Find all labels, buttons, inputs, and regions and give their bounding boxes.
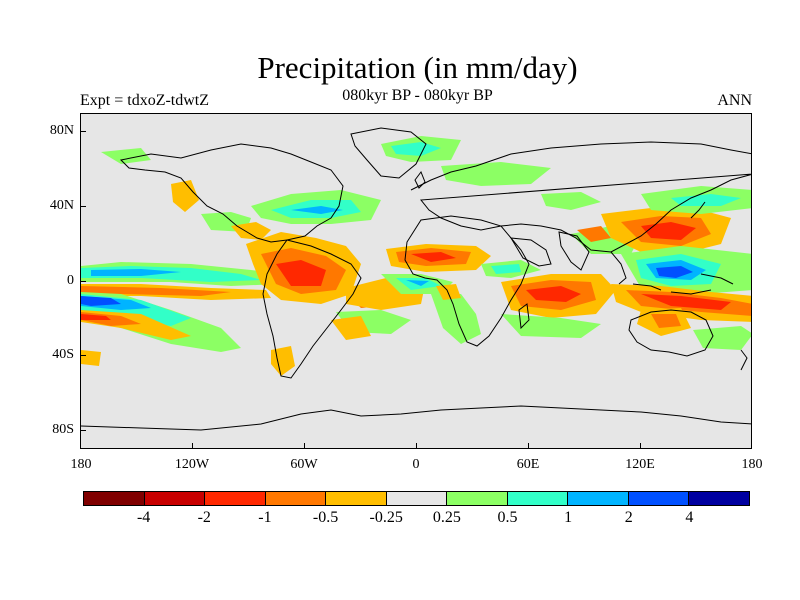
colorbar-cell-4 — [326, 492, 387, 505]
x-tick-mark-0 — [416, 443, 417, 449]
colorbar-cell-3 — [265, 492, 327, 505]
negative-s-africa — [436, 284, 461, 300]
negative-americas-c — [276, 260, 326, 286]
colorbar-cell-0 — [84, 492, 145, 505]
positive-greenland-b — [391, 142, 441, 156]
positive-alaska — [101, 148, 151, 164]
colorbar-cell-1 — [144, 492, 206, 505]
experiment-label: Expt = tdxoZ-tdwtZ — [80, 92, 210, 109]
negative-indonesia-c — [641, 294, 731, 310]
positive-band-pacific-south-d — [81, 296, 121, 306]
x-tick-120e: 120E — [625, 457, 655, 472]
colorbar-label: -2 — [197, 509, 211, 526]
positive-band-pacific-c — [91, 269, 181, 276]
x-tick-180e: 180 — [741, 457, 763, 472]
colorbar-label: 0.25 — [432, 509, 461, 526]
x-tick-120w: 120W — [174, 457, 210, 472]
x-tick-0: 0 — [412, 457, 420, 472]
y-tick-mark-80s — [80, 430, 86, 431]
negative-band-pacific-south-c — [81, 314, 111, 320]
colorbar-cell-9 — [628, 492, 690, 505]
colorbar-label: 0.5 — [497, 509, 518, 526]
negative-us — [231, 222, 271, 240]
colorbar-label: -1 — [258, 509, 272, 526]
y-tick-mark-40n — [80, 206, 86, 207]
negative-india — [577, 226, 611, 242]
x-tick-mark-120w — [192, 443, 193, 449]
y-tick-40n: 40N — [49, 198, 74, 213]
colorbar-label: -0.5 — [312, 509, 339, 526]
y-tick-80n: 80N — [49, 123, 74, 138]
x-tick-180w: 180 — [70, 457, 92, 472]
map-panel — [80, 113, 752, 449]
y-tick-mark-0 — [80, 281, 86, 282]
positive-indian-w-b — [491, 264, 521, 274]
colorbar-cell-8 — [568, 492, 629, 505]
negative-s-pacific — [331, 316, 371, 340]
y-tick-mark-40s — [80, 355, 86, 356]
positive-s-africa — [431, 294, 481, 344]
y-tick-40s: 40S — [52, 347, 74, 362]
x-tick-mark-120e — [640, 443, 641, 449]
x-tick-60e: 60E — [516, 457, 540, 472]
x-tick-mark-60e — [528, 443, 529, 449]
positive-guinea-c — [406, 280, 429, 286]
plot-subtitle: 080kyr BP - 080kyr BP — [342, 87, 493, 104]
colorbar-label: 2 — [624, 509, 633, 526]
coastlines — [81, 127, 751, 431]
colorbar-cell-7 — [507, 492, 569, 505]
colorbar — [83, 491, 750, 506]
colorbar-label: 4 — [685, 509, 694, 526]
positive-australia-east — [693, 326, 751, 350]
positive-siberia — [541, 192, 601, 210]
plot-title: Precipitation (in mm/day) — [257, 50, 578, 85]
colorbar-cell-5 — [386, 492, 448, 505]
negative-nw-america — [171, 180, 199, 212]
colorbar-label: 1 — [564, 509, 573, 526]
colorbar-cell-6 — [447, 492, 508, 505]
positive-n-pacific-b — [671, 194, 741, 206]
colorbar-cell-2 — [205, 492, 266, 505]
negative-sahel-c — [411, 252, 456, 262]
positive-n-atlantic-c — [291, 206, 343, 214]
negative-w-pacific-c — [641, 222, 696, 240]
x-tick-mark-60w — [304, 443, 305, 449]
negative-indian-c — [526, 286, 581, 302]
anomaly-fill — [81, 136, 751, 376]
positive-w-pacific-d — [656, 266, 693, 278]
negative-band-pacific-b — [81, 286, 231, 296]
colorbar-cell-10 — [689, 492, 750, 505]
negative-australia-b — [651, 314, 681, 328]
season-label: ANN — [717, 92, 752, 109]
negative-s-pacific-b — [81, 350, 101, 366]
y-tick-mark-80n — [80, 131, 86, 132]
negative-patagonia — [271, 346, 295, 376]
precipitation-map — [81, 114, 751, 448]
positive-indian-south — [501, 314, 601, 338]
colorbar-label: -0.25 — [369, 509, 403, 526]
y-tick-0: 0 — [67, 273, 74, 288]
y-tick-80s: 80S — [52, 422, 74, 437]
colorbar-label: -4 — [136, 509, 151, 526]
x-tick-60w: 60W — [290, 457, 318, 472]
